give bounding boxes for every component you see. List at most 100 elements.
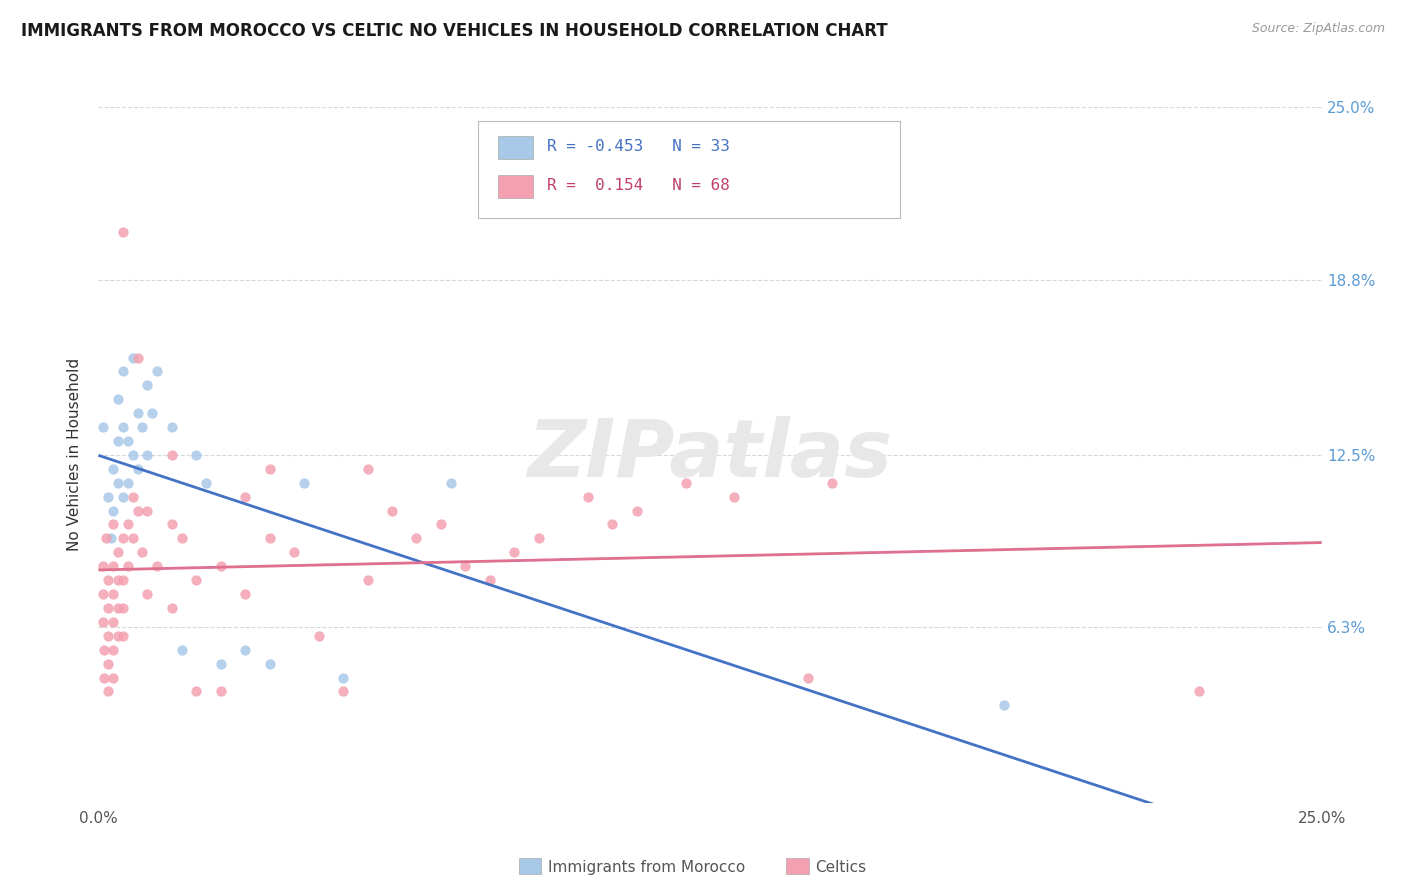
Point (233, 642, 256, 657)
Point (195, 475, 218, 490)
Point (527, 532, 550, 546)
Point (146, 559, 169, 574)
Point (136, 587, 159, 601)
Point (121, 351, 143, 365)
Point (111, 420, 134, 434)
Bar (519, 858, 541, 874)
Point (186, 448, 208, 462)
Point (101, 517, 124, 532)
Point (259, 462, 281, 476)
Point (107, 392, 129, 407)
Point (93, 642, 115, 657)
Point (111, 629, 134, 643)
Bar (498, 175, 533, 198)
Point (91, 587, 114, 601)
Point (127, 503, 149, 517)
Point (127, 462, 149, 476)
Point (111, 490, 134, 504)
Point (797, 671, 820, 685)
Text: R =  0.154   N = 68: R = 0.154 N = 68 (547, 178, 730, 194)
Point (600, 517, 623, 532)
Point (94, 532, 117, 546)
Point (97, 601, 120, 615)
Text: ZIPatlas: ZIPatlas (527, 416, 893, 494)
Point (101, 559, 124, 574)
Point (91, 420, 114, 434)
Point (993, 698, 1015, 713)
Point (100, 532, 122, 546)
Point (186, 684, 208, 698)
Point (93, 671, 115, 685)
Point (127, 351, 149, 365)
Point (356, 462, 378, 476)
Point (723, 490, 745, 504)
Point (821, 475, 844, 490)
Point (107, 434, 129, 448)
Point (308, 629, 330, 643)
Point (160, 517, 183, 532)
Point (332, 684, 354, 698)
Point (131, 420, 153, 434)
Point (292, 475, 315, 490)
Point (91, 559, 114, 574)
Point (101, 615, 124, 629)
Point (111, 573, 134, 587)
Bar (498, 136, 533, 159)
Point (136, 378, 159, 392)
Point (259, 532, 281, 546)
Text: Source: ZipAtlas.com: Source: ZipAtlas.com (1251, 22, 1385, 36)
Point (121, 532, 143, 546)
Point (160, 420, 183, 434)
Point (626, 503, 648, 517)
Point (91, 615, 114, 629)
Point (209, 684, 232, 698)
Point (111, 601, 134, 615)
Text: Celtics: Celtics (815, 860, 866, 874)
Point (440, 475, 463, 490)
Point (356, 573, 378, 587)
Point (117, 517, 139, 532)
Point (146, 364, 169, 378)
Point (430, 517, 453, 532)
Point (127, 406, 149, 420)
Point (107, 629, 129, 643)
Bar (786, 858, 808, 874)
Point (117, 559, 139, 574)
Point (209, 559, 232, 574)
Point (121, 448, 143, 462)
Point (101, 671, 124, 685)
Point (454, 559, 477, 574)
Text: R = -0.453   N = 33: R = -0.453 N = 33 (547, 139, 730, 154)
Point (259, 657, 281, 671)
Point (405, 532, 427, 546)
Point (141, 406, 163, 420)
Point (576, 490, 599, 504)
Y-axis label: No Vehicles in Household: No Vehicles in Household (67, 359, 83, 551)
Point (170, 642, 193, 657)
Text: Immigrants from Morocco: Immigrants from Morocco (548, 860, 745, 874)
Point (97, 657, 120, 671)
Point (136, 448, 159, 462)
Point (97, 490, 120, 504)
Point (101, 587, 124, 601)
Point (107, 601, 129, 615)
Point (170, 532, 193, 546)
Point (97, 573, 120, 587)
Point (117, 475, 139, 490)
Point (107, 545, 129, 559)
Point (503, 545, 526, 559)
Point (160, 448, 183, 462)
Point (101, 642, 124, 657)
Point (209, 657, 232, 671)
Point (97, 684, 120, 698)
Point (131, 545, 153, 559)
Point (97, 629, 120, 643)
Point (111, 364, 134, 378)
Point (107, 475, 129, 490)
Point (121, 490, 143, 504)
Point (111, 225, 134, 239)
Point (107, 573, 129, 587)
Point (160, 601, 183, 615)
Point (675, 475, 697, 490)
Point (332, 671, 354, 685)
